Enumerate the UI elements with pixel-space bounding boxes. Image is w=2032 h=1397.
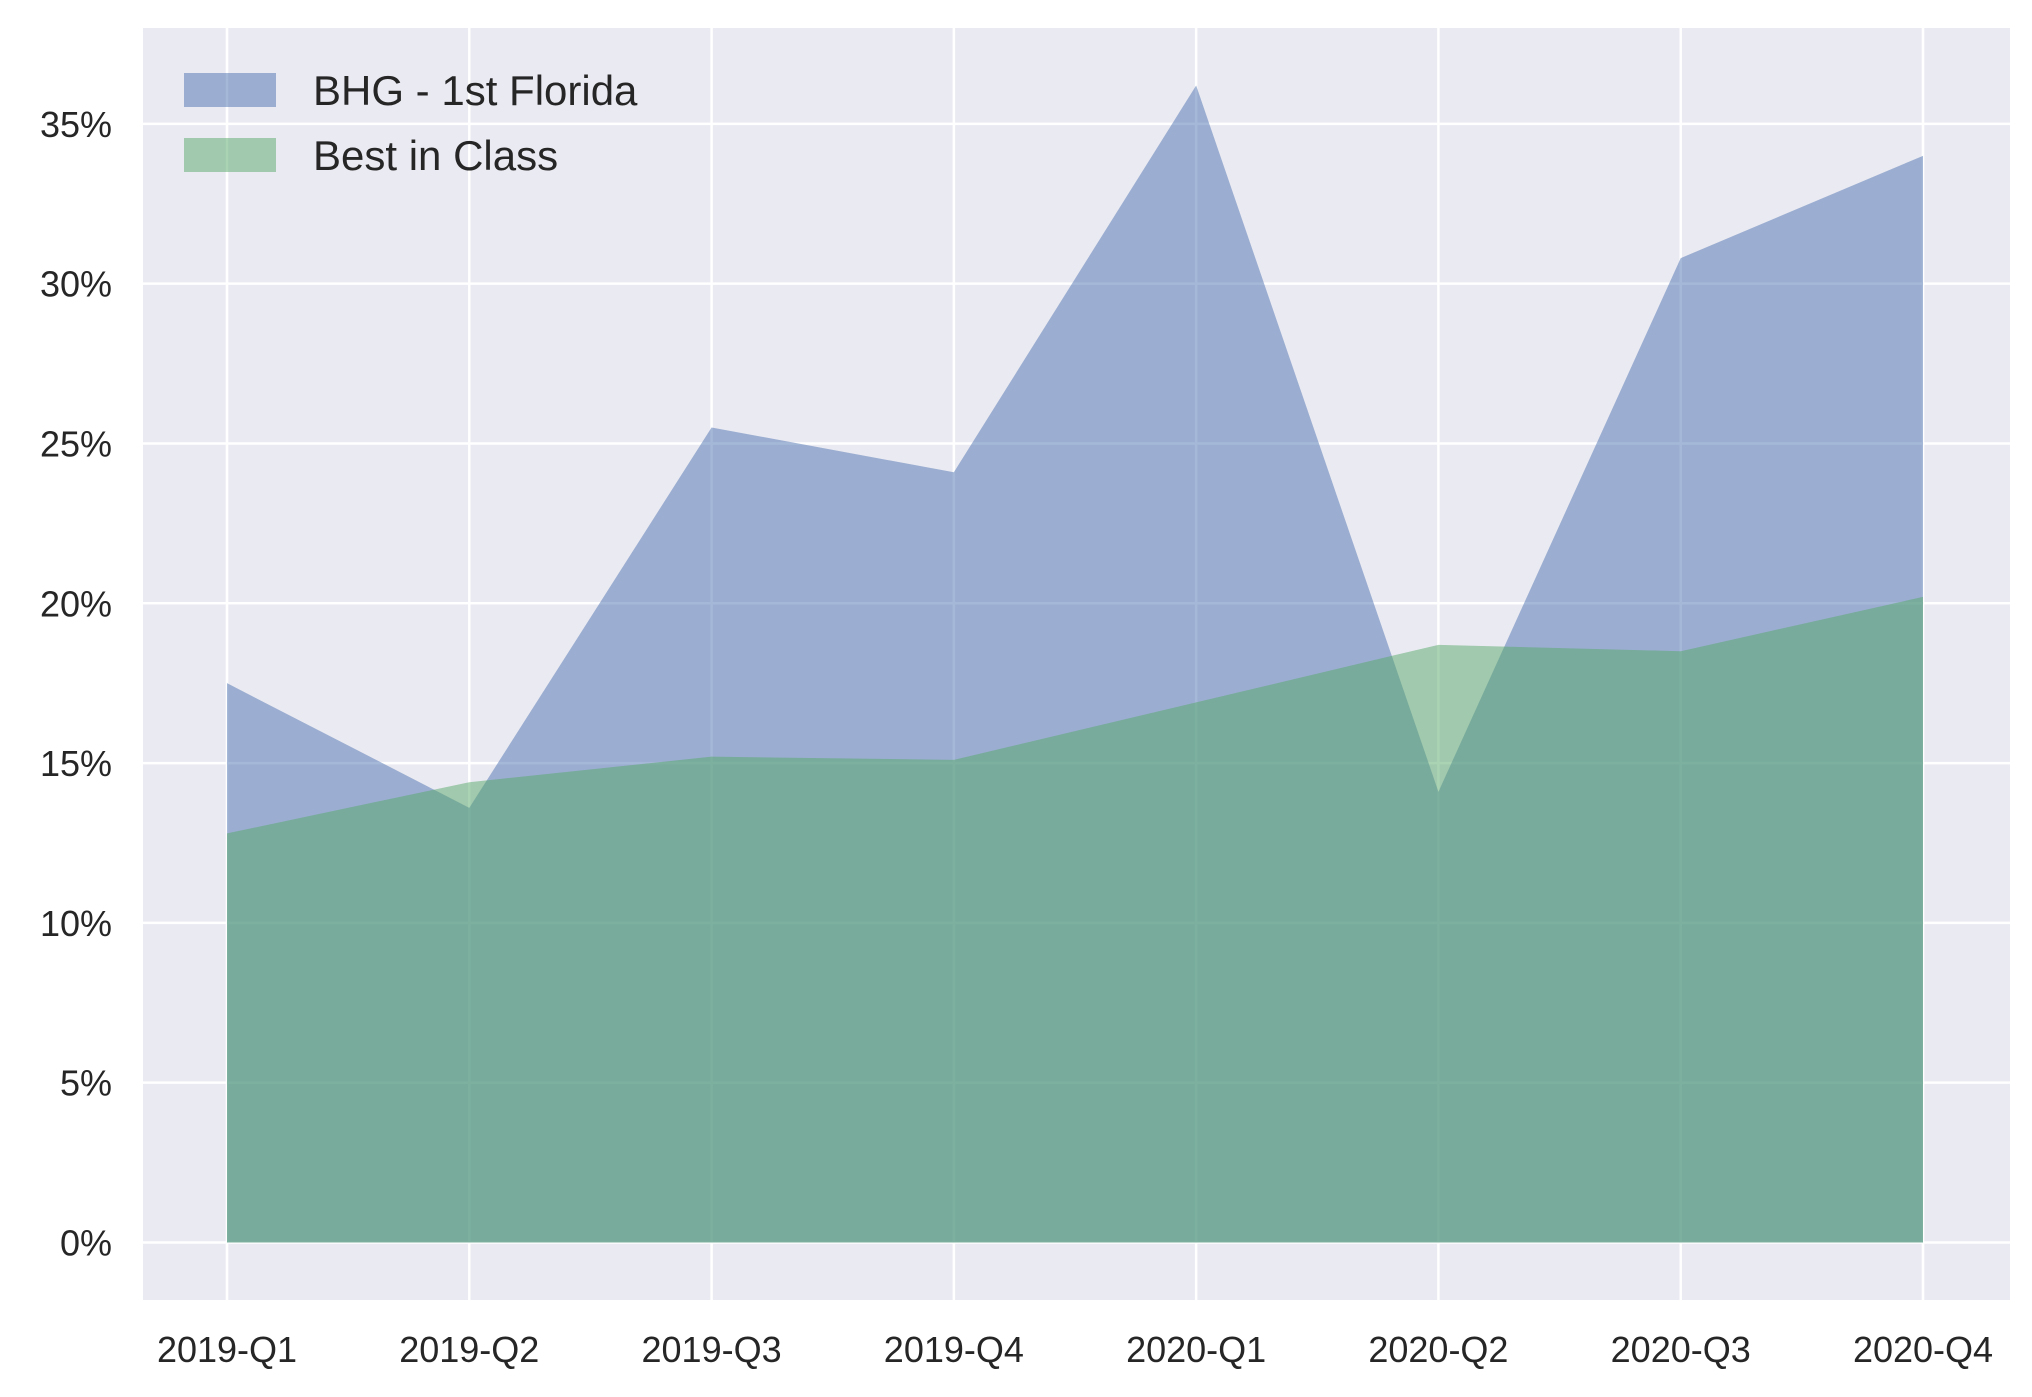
y-tick-label: 30% (40, 264, 112, 305)
x-tick-label: 2020-Q4 (1853, 1329, 1993, 1370)
x-tick-label: 2019-Q2 (399, 1329, 539, 1370)
x-tick-label: 2020-Q3 (1611, 1329, 1751, 1370)
y-tick-label: 0% (60, 1222, 112, 1263)
y-tick-label: 35% (40, 104, 112, 145)
y-tick-label: 20% (40, 583, 112, 624)
x-axis-tick-labels: 2019-Q1 2019-Q2 2019-Q3 2019-Q4 2020-Q1 2020-… (157, 1329, 1993, 1370)
legend: BHG - 1st Florida Best in Class (184, 67, 638, 179)
y-axis-tick-labels: 0% 5% 10% 15% 20% 25% 30% 35% (40, 104, 112, 1264)
legend-swatch (184, 138, 276, 172)
x-tick-label: 2019-Q1 (157, 1329, 297, 1370)
legend-label: BHG - 1st Florida (313, 67, 638, 114)
area-series-2 (227, 596, 1923, 1243)
x-tick-label: 2020-Q2 (1368, 1329, 1508, 1370)
x-tick-label: 2019-Q4 (884, 1329, 1024, 1370)
legend-label: Best in Class (313, 132, 558, 179)
y-tick-label: 5% (60, 1063, 112, 1104)
legend-swatch (184, 73, 276, 107)
y-tick-label: 25% (40, 423, 112, 464)
y-tick-label: 10% (40, 903, 112, 944)
x-tick-label: 2019-Q3 (642, 1329, 782, 1370)
data-areas (227, 85, 1923, 1243)
y-tick-label: 15% (40, 743, 112, 784)
x-tick-label: 2020-Q1 (1126, 1329, 1266, 1370)
